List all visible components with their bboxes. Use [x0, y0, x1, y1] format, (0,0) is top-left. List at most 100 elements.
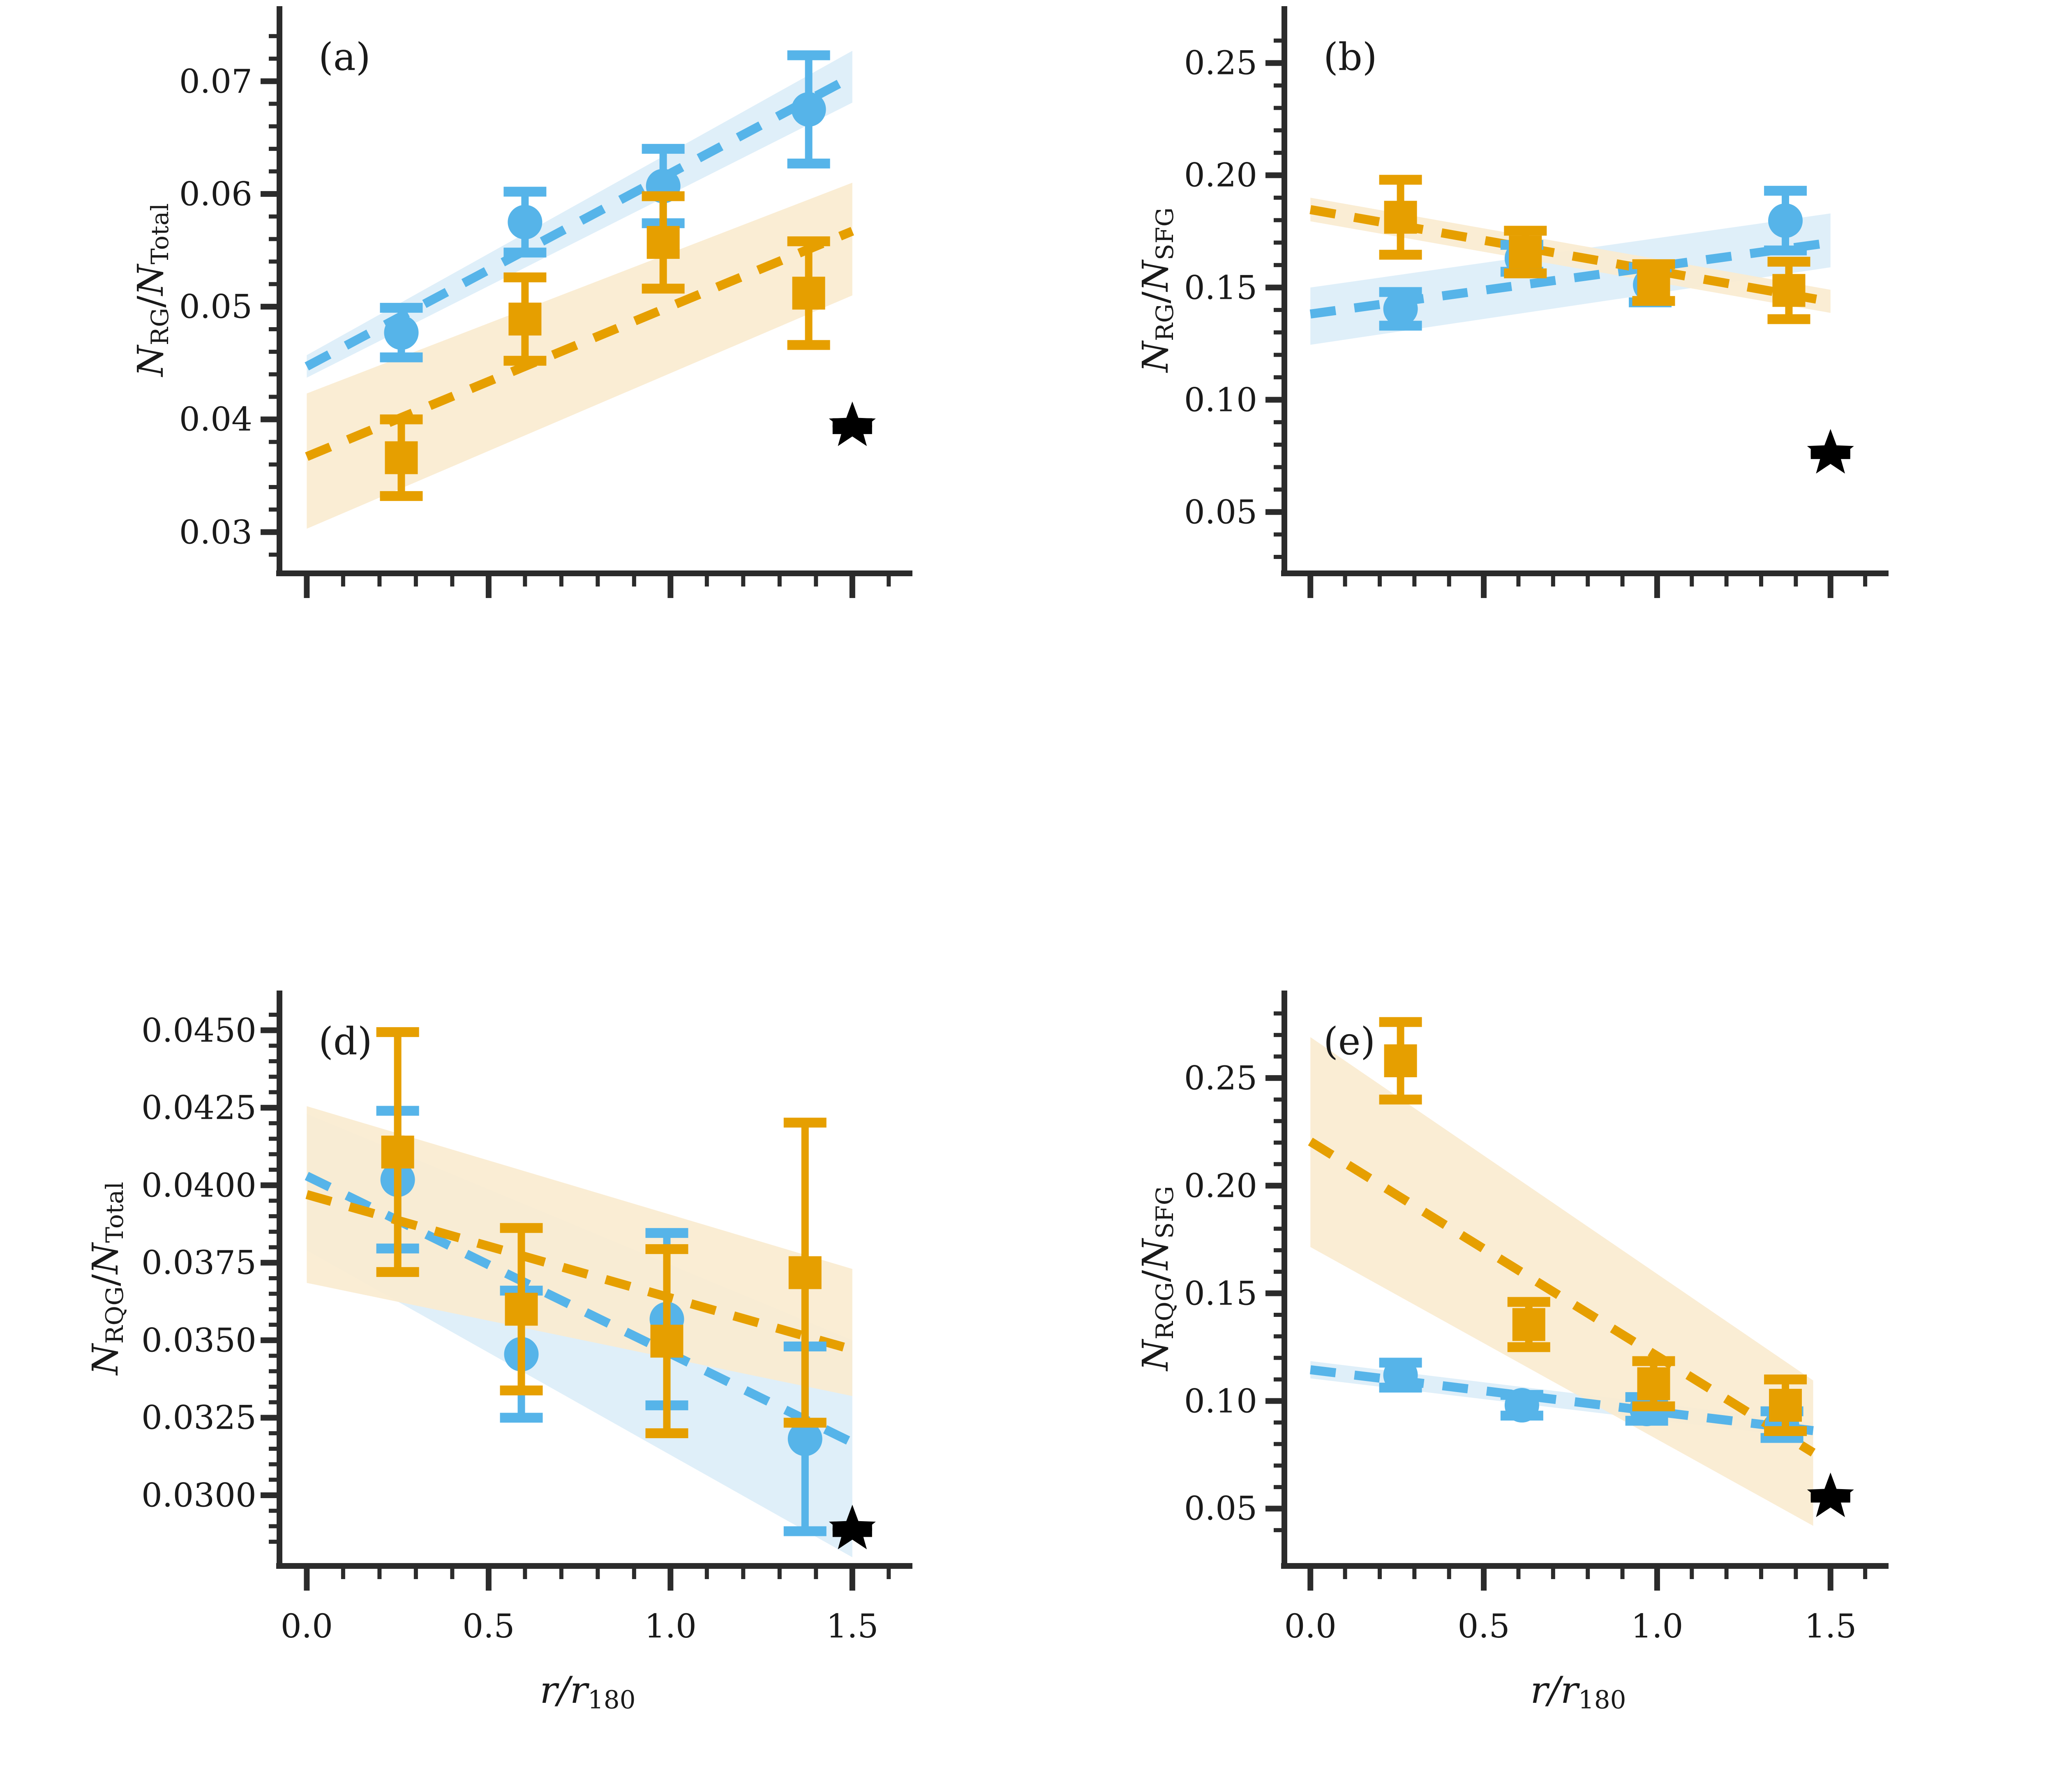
- y-tick-label: 0.0425: [141, 1088, 256, 1127]
- x-axis-label: r/r180: [540, 1669, 636, 1715]
- data-point-blue: [1379, 1358, 1422, 1393]
- confidence-band-orange: [307, 1106, 852, 1396]
- y-tick-label: 0.0375: [141, 1243, 256, 1282]
- data-point-orange: [1632, 1356, 1675, 1411]
- fit-line-blue: [305, 72, 854, 371]
- x-tick-label: 1.0: [1631, 1607, 1683, 1645]
- data-point-orange: [1764, 1374, 1807, 1436]
- x-tick-label: 1.0: [644, 1607, 697, 1645]
- data-point-blue: [1764, 186, 1807, 256]
- y-tick-label: 0.04: [179, 400, 252, 439]
- data-point-blue: [783, 1341, 827, 1536]
- y-tick-label: 0.25: [1184, 44, 1257, 82]
- panel-label-b: (b): [1323, 35, 1377, 79]
- x-axis-label: r/r180: [1530, 1669, 1626, 1715]
- panel-label-a: (a): [319, 35, 371, 79]
- y-tick-label: 0.25: [1184, 1059, 1257, 1097]
- panel-label-d: (d): [319, 1019, 372, 1063]
- confidence-band-blue: [1310, 213, 1831, 345]
- data-point-blue: [645, 1228, 688, 1411]
- data-point-orange: [503, 272, 547, 366]
- y-tick-label: 0.06: [179, 175, 252, 213]
- data-point-orange: [500, 1223, 543, 1396]
- field-marker: [1807, 1472, 1854, 1517]
- data-point-blue: [500, 1286, 543, 1423]
- data-point-orange: [1507, 1297, 1550, 1352]
- y-axis-label: NRG/NSFG: [1135, 207, 1179, 372]
- field-marker: [1807, 429, 1854, 474]
- confidence-band-orange: [307, 182, 852, 529]
- fit-line-blue: [1309, 1365, 1814, 1435]
- x-tick-label: 1.5: [1804, 1607, 1857, 1645]
- data-point-blue: [503, 187, 547, 258]
- y-tick-label: 0.0400: [141, 1166, 256, 1205]
- x-tick-label: 0.5: [1457, 1607, 1510, 1645]
- data-point-orange: [380, 414, 423, 501]
- y-tick-label: 0.10: [1184, 1382, 1257, 1420]
- field-marker: [829, 1504, 876, 1550]
- data-point-orange: [376, 1027, 419, 1277]
- x-tick-label: 1.5: [826, 1607, 879, 1645]
- data-point-orange: [1632, 259, 1675, 306]
- data-point-blue: [380, 303, 423, 363]
- fit-line-orange: [305, 1190, 854, 1354]
- y-tick-label: 0.0300: [141, 1476, 256, 1515]
- data-point-blue: [1379, 287, 1422, 331]
- data-point-orange: [1767, 256, 1810, 324]
- y-tick-label: 0.20: [1184, 156, 1257, 194]
- data-point-blue: [1625, 1391, 1668, 1426]
- data-point-orange: [783, 1118, 827, 1428]
- data-point-orange: [1379, 175, 1422, 260]
- y-tick-label: 0.05: [1184, 1489, 1257, 1528]
- data-point-blue: [376, 1106, 419, 1254]
- fit-line-orange: [1309, 205, 1831, 306]
- field-marker: [829, 401, 876, 446]
- x-tick-label: 0.5: [462, 1607, 515, 1645]
- y-tick-label: 0.15: [1184, 1274, 1257, 1313]
- fit-line-blue: [305, 1172, 854, 1447]
- y-tick-label: 0.0325: [141, 1398, 256, 1437]
- data-point-blue: [787, 50, 830, 169]
- x-tick-label: 0.0: [280, 1607, 333, 1645]
- y-axis-label: NRQG/NSFG: [1135, 1186, 1179, 1371]
- data-point-orange: [645, 1244, 688, 1439]
- data-point-blue: [642, 144, 685, 229]
- data-point-blue: [1500, 240, 1543, 277]
- x-tick-label: 0.0: [1284, 1607, 1337, 1645]
- confidence-band-blue: [307, 51, 852, 378]
- data-point-orange: [1379, 1017, 1422, 1105]
- data-point-blue: [1629, 262, 1672, 307]
- confidence-band-orange: [1310, 1037, 1813, 1526]
- confidence-band-blue: [1310, 1361, 1813, 1439]
- y-tick-label: 0.0350: [141, 1321, 256, 1360]
- data-point-orange: [1504, 226, 1547, 279]
- y-axis-label: NRQG/NTotal: [85, 1181, 129, 1375]
- data-point-orange: [642, 191, 685, 294]
- y-tick-label: 0.05: [1184, 493, 1257, 531]
- confidence-band-orange: [1310, 198, 1831, 313]
- y-tick-label: 0.15: [1184, 268, 1257, 307]
- y-tick-label: 0.20: [1184, 1166, 1257, 1205]
- panel-label-e: (e): [1323, 1019, 1376, 1063]
- data-point-orange: [787, 236, 830, 350]
- fit-line-orange: [305, 227, 854, 461]
- data-point-blue: [1500, 1388, 1543, 1423]
- data-point-blue: [1760, 1406, 1803, 1443]
- y-tick-label: 0.05: [179, 287, 252, 326]
- y-tick-label: 0.03: [179, 513, 252, 552]
- fit-line-orange: [1308, 1138, 1816, 1457]
- fit-line-blue: [1309, 238, 1831, 319]
